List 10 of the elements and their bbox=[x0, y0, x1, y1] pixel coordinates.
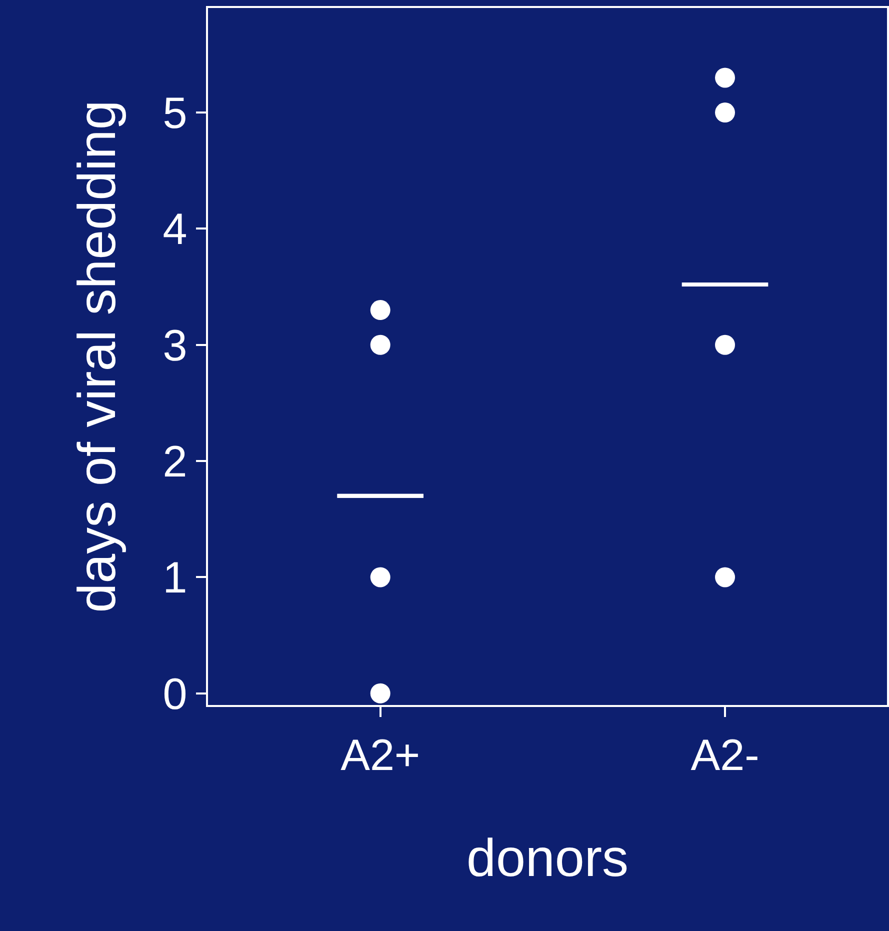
x-tick-label: A2- bbox=[690, 730, 760, 780]
x-axis-title: donors bbox=[466, 828, 629, 888]
x-tick-label: A2+ bbox=[340, 730, 420, 780]
y-tick-label: 0 bbox=[162, 670, 188, 719]
y-tick-label: 3 bbox=[162, 321, 188, 370]
y-axis-title: days of viral shedding bbox=[68, 100, 128, 613]
y-tick-label: 1 bbox=[162, 554, 188, 603]
y-tick-label: 4 bbox=[162, 205, 188, 254]
y-tick-label: 5 bbox=[162, 88, 188, 138]
y-tick-label: 2 bbox=[162, 437, 188, 486]
